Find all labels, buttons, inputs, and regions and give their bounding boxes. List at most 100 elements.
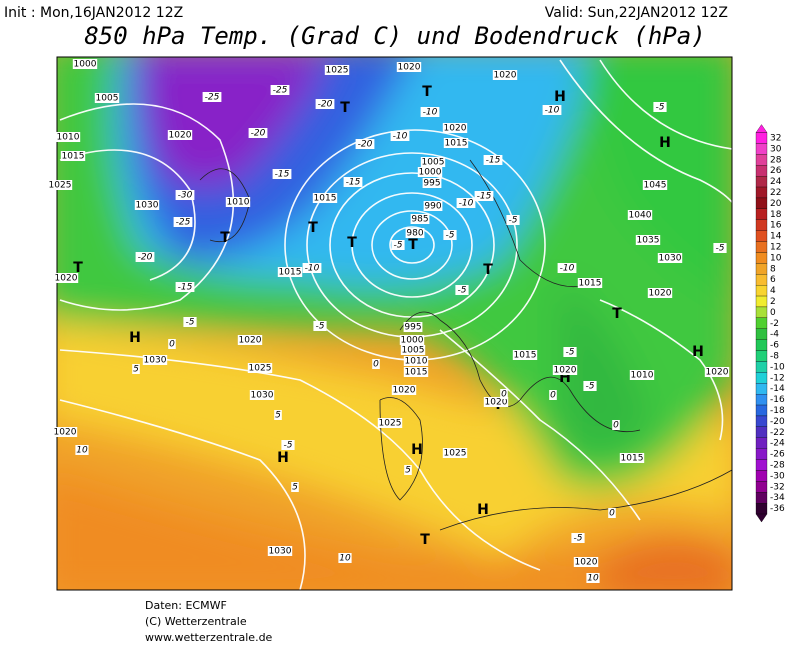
label-background [72, 59, 98, 69]
label-background [474, 191, 494, 201]
label-background [422, 178, 442, 188]
temperature-label: 0 [373, 360, 379, 370]
isobar-label: 1020 [54, 428, 77, 438]
label-background [267, 546, 293, 556]
label-background [442, 123, 468, 133]
label-background [281, 440, 295, 450]
isobar-label: 1015 [621, 454, 644, 464]
temperature-label: -20 [251, 129, 266, 139]
colorbar-swatch [755, 295, 768, 308]
label-background [132, 364, 140, 374]
colorbar-swatch [755, 284, 768, 297]
colorbar-label: 32 [770, 134, 781, 144]
temperature-label: 5 [405, 466, 411, 476]
label-background [355, 139, 375, 149]
pressure-center: T [612, 306, 622, 322]
label-background [403, 367, 429, 377]
pressure-center: T [308, 220, 318, 236]
isobar-label: 1015 [314, 194, 337, 204]
label-background [396, 62, 422, 72]
pressure-center: T [340, 100, 350, 116]
temperature-label: -5 [394, 241, 403, 251]
colorbar-swatch [755, 219, 768, 231]
isobar-label: 1025 [379, 419, 402, 429]
colorbar-label: -36 [770, 504, 785, 514]
label-background [455, 285, 469, 295]
label-background [315, 99, 335, 109]
isobar-label: 1030 [269, 547, 292, 557]
colorbar-label: -22 [770, 428, 785, 438]
isobar-label: 1020 [239, 336, 262, 346]
label-background [492, 70, 518, 80]
isobar-label: 990 [424, 202, 441, 212]
pressure-center: H [129, 330, 141, 346]
label-background [571, 533, 585, 543]
label-background [248, 128, 268, 138]
label-background [483, 397, 509, 407]
label-background [225, 197, 251, 207]
temperature-label: -5 [566, 348, 575, 358]
pressure-center: T [73, 260, 83, 276]
isobar-label: 1020 [649, 289, 672, 299]
temperature-label: -5 [509, 216, 518, 226]
label-background [343, 177, 363, 187]
temperature-label: -10 [305, 264, 320, 274]
temperature-label: -15 [477, 192, 492, 202]
label-background [183, 317, 197, 327]
label-background [75, 445, 89, 455]
colorbar-swatch [755, 197, 768, 209]
temperature-label: -5 [574, 534, 583, 544]
colorbar-label: 0 [770, 308, 776, 318]
label-background [134, 200, 160, 210]
colorbar-label: -16 [770, 395, 785, 405]
colorbar-label: 24 [770, 177, 782, 187]
colorbar-label: 2 [770, 297, 776, 307]
colorbar-label: 16 [770, 221, 782, 231]
colorbar-label: 18 [770, 210, 782, 220]
colorbar-label: -12 [770, 373, 785, 383]
temperature-label: -25 [176, 218, 191, 228]
label-background [175, 190, 195, 200]
isobar-label: 1020 [494, 71, 517, 81]
colorbar-swatch [755, 241, 768, 253]
label-background [442, 448, 468, 458]
label-background [608, 508, 616, 518]
colorbar-swatch [755, 448, 768, 460]
label-background [313, 321, 327, 331]
label-background [400, 345, 426, 355]
colorbar-swatch [755, 328, 768, 340]
isobar-label: 1020 [485, 398, 508, 408]
colorbar-label: 26 [770, 166, 782, 176]
colorbar-label: -24 [770, 439, 785, 449]
colorbar-swatch [755, 143, 768, 155]
colorbar-swatch [755, 492, 768, 504]
isobar-label: 1025 [49, 181, 72, 191]
colorbar-swatch [755, 208, 768, 220]
isobar-label: 980 [406, 229, 423, 239]
label-background [270, 85, 290, 95]
isobar-label: 1045 [644, 181, 667, 191]
isobar-label: 1030 [136, 201, 159, 211]
temperature-label: -10 [423, 108, 438, 118]
isobar-label: 1015 [405, 368, 428, 378]
label-background [653, 102, 667, 112]
colorbar-swatch [755, 252, 768, 264]
label-background [274, 410, 282, 420]
isobar-label: 1000 [74, 60, 97, 70]
label-background [142, 355, 168, 365]
colorbar-swatch [755, 361, 768, 373]
label-background [443, 230, 457, 240]
colorbar-swatch [755, 132, 768, 144]
temperature-label: -5 [316, 322, 325, 332]
colorbar-label: 30 [770, 144, 782, 154]
label-background [175, 282, 195, 292]
pressure-center: T [220, 230, 230, 246]
colorbar-swatch [755, 415, 768, 428]
colorbar-swatch [755, 274, 768, 286]
colorbar-label: -2 [770, 319, 779, 329]
temperature-label: -15 [275, 170, 290, 180]
isobar-label: 1010 [405, 357, 428, 367]
label-background [377, 418, 403, 428]
colorbar-label: 14 [770, 232, 782, 242]
temperature-label: 10 [587, 574, 599, 584]
